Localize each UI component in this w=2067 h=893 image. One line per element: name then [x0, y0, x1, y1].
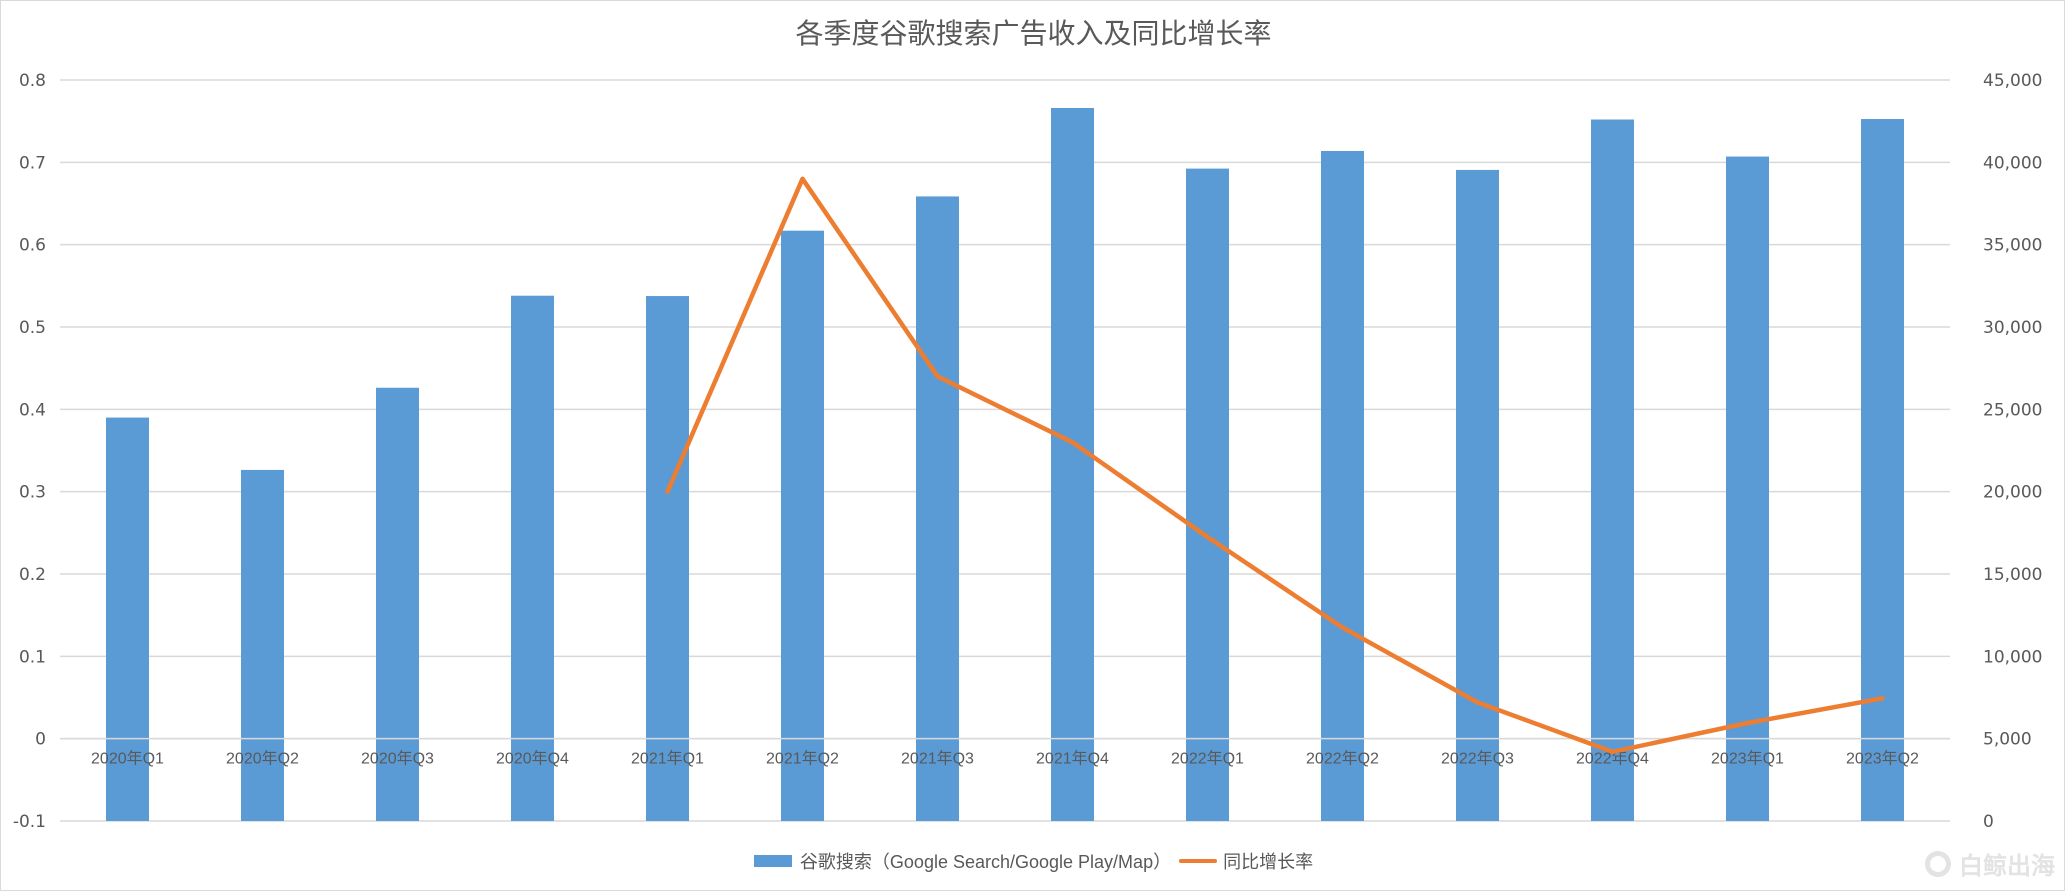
bar	[1591, 119, 1634, 821]
right-axis-tick: 0	[1983, 812, 1994, 832]
x-axis-label: 2021年Q1	[631, 750, 704, 768]
right-axis-tick: 40,000	[1983, 153, 2042, 173]
x-axis-label: 2020年Q3	[361, 750, 434, 768]
bar	[1456, 169, 1499, 821]
x-axis-label: 2020年Q2	[226, 750, 299, 768]
left-axis-tick: 0.7	[19, 153, 46, 173]
bar	[646, 296, 689, 821]
left-axis-tick: 0.2	[19, 565, 46, 585]
x-axis-label: 2021年Q4	[1036, 750, 1109, 768]
bar	[241, 469, 284, 821]
left-axis-tick: 0.4	[19, 400, 46, 420]
bar	[1726, 156, 1769, 821]
left-axis-tick: 0.1	[19, 647, 46, 667]
left-axis-tick: -0.1	[13, 812, 46, 832]
right-axis-tick: 30,000	[1983, 318, 2042, 338]
left-axis-tick: 0.5	[19, 318, 46, 338]
bar	[781, 230, 824, 822]
x-axis-label: 2020年Q1	[91, 750, 164, 768]
right-axis-tick: 45,000	[1983, 71, 2042, 91]
x-axis-label: 2022年Q1	[1171, 750, 1244, 768]
x-axis-label: 2020年Q4	[496, 750, 569, 768]
right-axis-tick: 15,000	[1983, 565, 2042, 585]
watermark-logo-icon	[1925, 850, 1951, 877]
bar	[1321, 150, 1364, 822]
chart-title: 各季度谷歌搜索广告收入及同比增长率	[795, 17, 1272, 50]
bar	[1051, 107, 1094, 821]
legend: 谷歌搜索（Google Search/Google Play/Map） 同比增长…	[0, 848, 2067, 874]
right-axis-tick: 10,000	[1983, 647, 2042, 667]
x-axis-label: 2021年Q2	[766, 750, 839, 768]
left-axis-tick: 0.6	[19, 236, 46, 256]
right-axis-tick: 20,000	[1983, 483, 2042, 503]
bar	[376, 387, 419, 821]
watermark-text: 白鲸出海	[1959, 852, 2055, 880]
right-axis-tick: 5,000	[1983, 730, 2032, 750]
bar	[916, 196, 959, 822]
bar	[511, 295, 554, 821]
right-axis-tick: 25,000	[1983, 400, 2042, 420]
left-axis-tick: 0.3	[19, 483, 46, 503]
bar	[106, 417, 149, 821]
legend-label-growth: 同比增长率	[1223, 852, 1314, 872]
left-axis-tick: 0.8	[19, 71, 46, 91]
x-axis-label: 2022年Q2	[1306, 750, 1379, 768]
bar	[1186, 168, 1229, 821]
watermark: 白鲸出海	[1925, 846, 2055, 881]
bar-swatch-icon	[753, 855, 792, 867]
legend-label-revenue: 谷歌搜索（Google Search/Google Play/Map）	[799, 852, 1172, 872]
x-axis-label: 2021年Q3	[901, 750, 974, 768]
bar	[1861, 119, 1904, 821]
x-axis-label: 2023年Q2	[1846, 750, 1919, 768]
growth-line	[665, 176, 1885, 755]
x-axis-label: 2023年Q1	[1711, 750, 1784, 768]
legend-item-revenue[interactable]: 谷歌搜索（Google Search/Google Play/Map）	[753, 848, 1172, 874]
left-axis-tick: 0	[35, 730, 46, 750]
x-axis-label: 2022年Q4	[1576, 750, 1649, 768]
line-swatch-icon	[1179, 859, 1218, 863]
x-axis-label: 2022年Q3	[1441, 750, 1514, 768]
right-axis-tick: 35,000	[1983, 236, 2042, 256]
legend-item-growth[interactable]: 同比增长率	[1179, 848, 1313, 874]
